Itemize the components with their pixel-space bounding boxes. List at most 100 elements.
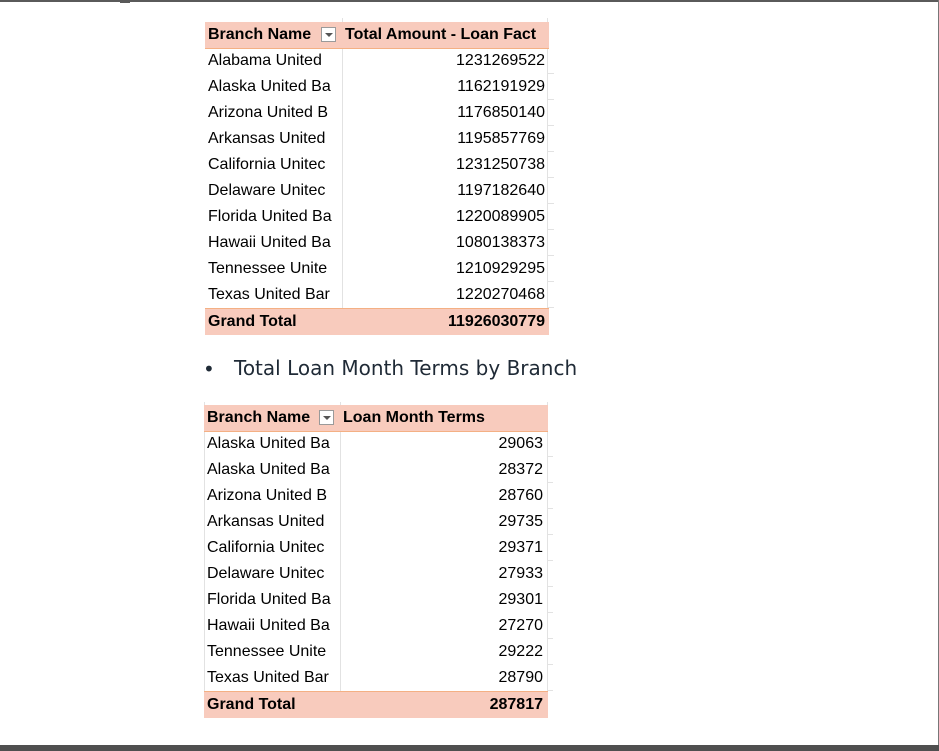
pivot-table-loan-amount: Branch Name Total Amount - Loan Fact Ala… [205,18,554,335]
branch-name-cell[interactable]: Arizona United B [207,487,328,504]
pivot-header-row: Branch Name Total Amount - Loan Fact [205,22,549,49]
branch-name-cell[interactable]: Delaware Unitec [208,182,326,199]
pivot-data-row: Alabama United 1231269522 [205,48,554,74]
pivot-data-row: Texas United Bar 28790 [204,665,553,691]
gridline-tick [548,307,554,308]
value-cell[interactable]: 1162191929 [457,78,545,95]
branch-name-cell[interactable]: Alabama United [208,52,322,69]
branch-name-cell[interactable]: Arkansas United [207,513,325,530]
header-total-amount[interactable]: Total Amount - Loan Fact [345,26,537,43]
column-divider [342,18,343,334]
value-cell[interactable]: 1210929295 [456,260,545,277]
value-cell[interactable]: 1231269522 [456,52,545,69]
value-cell[interactable]: 1195857769 [457,130,545,147]
value-cell[interactable]: 29222 [498,643,544,660]
pivot-data-row: Hawaii United Ba 27270 [204,613,553,639]
value-cell[interactable]: 1220089905 [456,208,545,225]
gridline-tick [548,177,554,178]
value-cell[interactable]: 28760 [498,487,544,504]
gridline-tick [547,612,553,613]
bottom-border [0,745,939,751]
value-cell[interactable]: 1197182640 [457,182,545,199]
column-divider [340,402,341,718]
gridline-tick [547,560,553,561]
header-loan-month-terms[interactable]: Loan Month Terms [343,409,485,426]
pivot-data-row: Alaska United Ba 29063 [204,431,553,457]
header-branch-name[interactable]: Branch Name [208,26,312,43]
grand-total-label[interactable]: Grand Total [207,696,296,713]
pivot-data-row: Florida United Ba 1220089905 [205,204,554,230]
gridline-tick [547,690,553,691]
gridline-tick [547,586,553,587]
pivot-data-row: Hawaii United Ba 1080138373 [205,230,554,256]
pivot-grand-total-row: Grand Total 287817 [204,691,548,718]
branch-name-cell[interactable]: California Unitec [207,539,325,556]
value-cell[interactable]: 27270 [498,617,544,634]
branch-name-cell[interactable]: Florida United Ba [208,208,332,225]
pivot-data-row: Tennessee Unite 29222 [204,639,553,665]
pivot-data-row: California Unitec 1231250738 [205,152,554,178]
value-cell[interactable]: 27933 [498,565,544,582]
branch-name-cell[interactable]: Arkansas United [208,130,326,147]
branch-name-cell[interactable]: Hawaii United Ba [207,617,330,634]
gridline-tick [548,203,554,204]
pivot-data-row: Alaska United Ba 28372 [204,457,553,483]
pivot-table-loan-month-terms: Branch Name Loan Month Terms Alaska Unit… [204,402,553,718]
pivot-data-row: Arizona United B 28760 [204,483,553,509]
header-branch-name[interactable]: Branch Name [207,409,311,426]
pivot-data-row: Tennessee Unite 1210929295 [205,256,554,282]
branch-name-cell[interactable]: Alaska United Ba [208,78,331,95]
pivot-data-row: Florida United Ba 29301 [204,587,553,613]
pivot-data-row: Alaska United Ba 1162191929 [205,74,554,100]
value-cell[interactable]: 28790 [498,669,544,686]
branch-name-cell[interactable]: California Unitec [208,156,326,173]
gridline-tick [548,125,554,126]
branch-name-cell[interactable]: Texas United Bar [208,286,330,303]
pivot-data-row: Arkansas United 29735 [204,509,553,535]
gridline-tick [548,255,554,256]
gridline-tick [547,508,553,509]
grand-total-value[interactable]: 11926030779 [448,313,545,330]
branch-name-cell[interactable]: Arizona United B [208,104,329,121]
value-cell[interactable]: 1231250738 [456,156,545,173]
pivot-data-row: Delaware Unitec 27933 [204,561,553,587]
grand-total-value[interactable]: 287817 [489,696,543,713]
gridline-tick [548,73,554,74]
grand-total-label[interactable]: Grand Total [208,313,297,330]
branch-name-cell[interactable]: Alaska United Ba [207,461,330,478]
bullet-text: Total Loan Month Terms by Branch [234,356,578,380]
gridline-tick [547,534,553,535]
gridline-tick [548,281,554,282]
top-border-notch [120,0,130,3]
value-cell[interactable]: 29063 [498,435,544,452]
pivot-grand-total-row: Grand Total 11926030779 [205,308,549,335]
branch-name-cell[interactable]: Texas United Bar [207,669,329,686]
bullet-point-icon: • [203,357,215,381]
branch-name-cell[interactable]: Delaware Unitec [207,565,325,582]
gridline-tick [547,482,553,483]
value-cell[interactable]: 29735 [498,513,544,530]
value-cell[interactable]: 29301 [498,591,544,608]
chevron-down-icon [323,416,331,420]
value-cell[interactable]: 1080138373 [456,234,545,251]
value-cell[interactable]: 28372 [498,461,544,478]
branch-name-cell[interactable]: Hawaii United Ba [208,234,331,251]
pivot-header-row: Branch Name Loan Month Terms [204,405,548,432]
branch-name-cell[interactable]: Florida United Ba [207,591,331,608]
filter-dropdown-button[interactable] [321,27,336,42]
gridline-tick [548,99,554,100]
pivot-data-row: California Unitec 29371 [204,535,553,561]
branch-name-cell[interactable]: Alaska United Ba [207,435,330,452]
branch-name-cell[interactable]: Tennessee Unite [208,260,328,277]
value-cell[interactable]: 1176850140 [457,104,545,121]
gridline-tick [548,151,554,152]
value-cell[interactable]: 29371 [498,539,544,556]
top-border [0,0,939,2]
chevron-down-icon [325,33,333,37]
filter-dropdown-button[interactable] [319,410,334,425]
branch-name-cell[interactable]: Tennessee Unite [207,643,327,660]
gridline-tick [547,456,553,457]
pivot-data-row: Arizona United B 1176850140 [205,100,554,126]
column-divider [204,402,205,718]
value-cell[interactable]: 1220270468 [456,286,545,303]
